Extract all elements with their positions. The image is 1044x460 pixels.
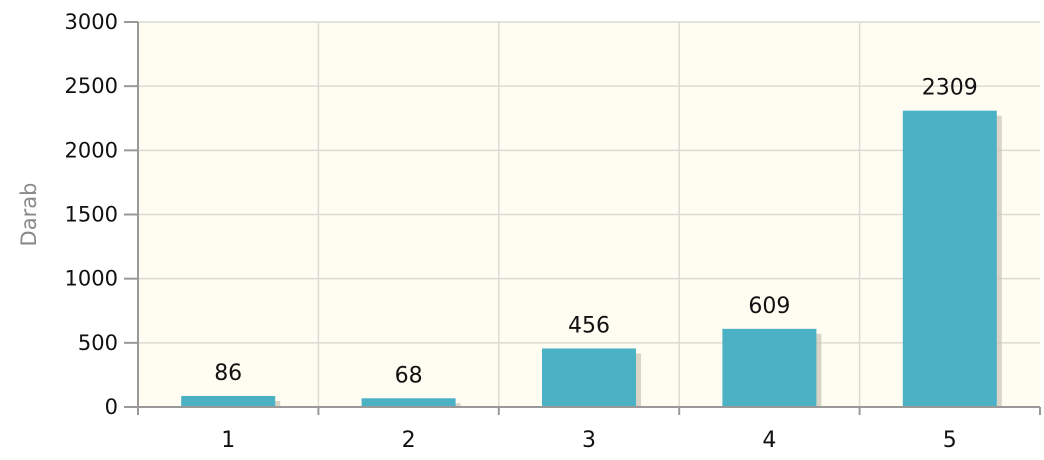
y-tick-label: 500: [78, 331, 118, 355]
x-tick-label-3: 3: [582, 428, 596, 453]
data-label-4: 609: [748, 294, 790, 319]
x-tick-label-5: 5: [943, 428, 957, 453]
x-tick-label-2: 2: [402, 428, 416, 453]
axes: 0 500 1000 1500 2000 2500 3000 1 2 3 4 5: [65, 10, 1041, 453]
bar-4: [722, 328, 817, 407]
x-tick-label-1: 1: [221, 428, 235, 453]
y-tick-label: 2500: [65, 74, 118, 98]
gridlines: [138, 21, 1040, 407]
bar-2: [361, 398, 456, 407]
data-label-1: 86: [214, 361, 242, 386]
x-tick-label-4: 4: [762, 428, 776, 453]
bar-3: [542, 348, 636, 407]
data-labels: 86 68 456 609 2309: [214, 76, 978, 389]
y-tick-label: 0: [105, 395, 118, 419]
y-tick-label: 3000: [65, 10, 118, 34]
y-axis-title: Darab: [17, 183, 41, 247]
y-tick-label: 1500: [65, 203, 118, 227]
data-label-2: 68: [395, 363, 423, 388]
y-tick-label: 1000: [65, 267, 118, 291]
bars: [181, 110, 1002, 407]
data-label-3: 456: [568, 313, 610, 338]
y-tick-label: 2000: [65, 138, 118, 162]
data-label-5: 2309: [922, 76, 978, 101]
bar-1: [181, 395, 276, 407]
bar-5: [902, 110, 997, 407]
